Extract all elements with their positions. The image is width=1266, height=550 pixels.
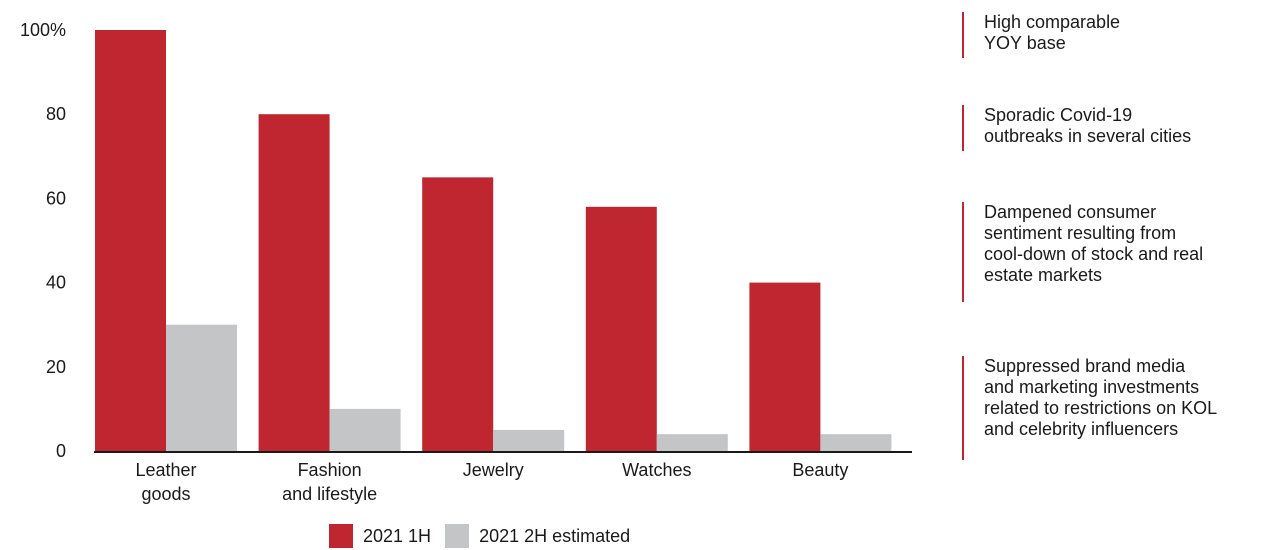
y-axis: 0 20 40 60 80 100% [20, 20, 66, 461]
bar-2h-2 [493, 429, 565, 451]
note-consumer-sentiment: Dampened consumer sentiment resulting fr… [962, 202, 1264, 302]
bar-1h-3 [585, 206, 657, 451]
legend-label-2h: 2021 2H estimated [479, 525, 631, 546]
x-tick-label: Beauty [792, 460, 848, 480]
legend-swatch-1h [329, 524, 353, 548]
y-tick-label: 40 [46, 273, 66, 293]
y-tick-label: 60 [46, 188, 66, 208]
legend: 2021 1H 2021 2H estimated [329, 524, 644, 548]
note-covid-outbreaks: Sporadic Covid-19 outbreaks in several c… [962, 105, 1264, 151]
bar-1h-1 [258, 114, 330, 451]
x-tick-label: Watches [622, 460, 691, 480]
legend-item-2h: 2021 2H estimated [445, 524, 630, 548]
y-tick-label: 80 [46, 104, 66, 124]
y-tick-label: 100% [20, 20, 66, 40]
bar-2h-4 [820, 434, 892, 451]
note-yoy-base: High comparable YOY base [962, 12, 1264, 58]
legend-item-1h: 2021 1H [329, 524, 431, 548]
legend-label-1h: 2021 1H [363, 525, 432, 546]
bar-1h-4 [749, 282, 821, 451]
bar-2h-3 [656, 434, 728, 451]
bars [95, 30, 892, 451]
note-marketing-restrictions: Suppressed brand media and marketing inv… [962, 356, 1264, 460]
bar-1h-0 [95, 30, 166, 451]
x-tick-label: Leather goods [135, 460, 196, 504]
x-tick-label: Jewelry [463, 460, 524, 480]
bar-2h-0 [166, 324, 237, 451]
y-tick-label: 0 [56, 441, 66, 461]
bar-2h-1 [329, 408, 401, 451]
bar-chart: 0 20 40 60 80 100% Leather goods Fashion and lif… [20, 20, 912, 504]
bar-1h-2 [422, 177, 494, 451]
x-tick-label: Fashion and lifestyle [282, 460, 377, 504]
legend-swatch-2h [445, 524, 470, 548]
x-axis-labels: Leather goods Fashion and lifestyle Jewelry W… [135, 460, 848, 504]
y-tick-label: 20 [46, 357, 66, 377]
